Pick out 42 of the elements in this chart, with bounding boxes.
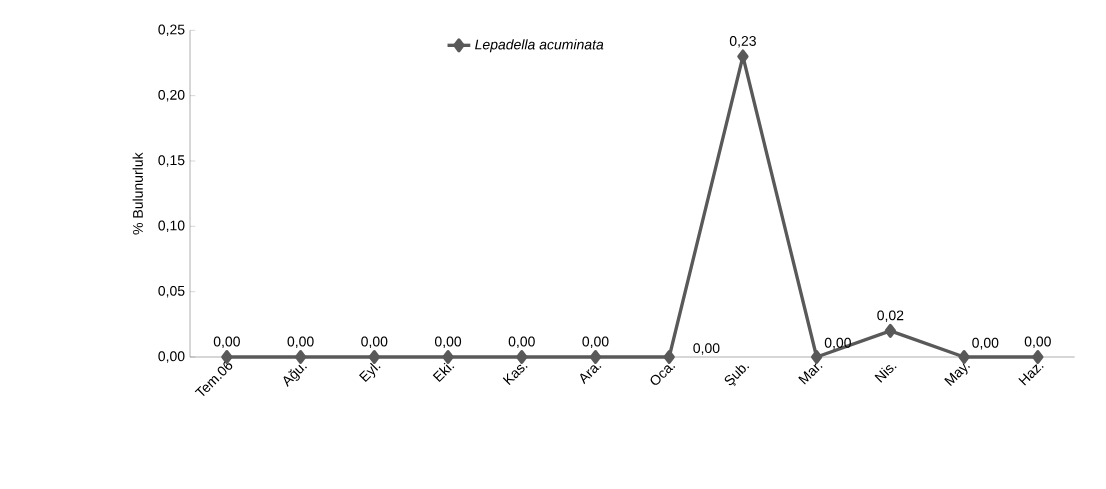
data-label: 0,00 bbox=[1024, 336, 1051, 349]
data-label: 0,00 bbox=[972, 337, 999, 350]
y-tick-label: 0,00 bbox=[158, 351, 185, 363]
data-label: 0,00 bbox=[434, 336, 462, 349]
y-tick-label: 0,15 bbox=[158, 155, 185, 167]
data-label: 0,00 bbox=[824, 337, 851, 350]
data-label: 0,23 bbox=[729, 35, 756, 48]
x-tick-label: Haz. bbox=[1018, 364, 1044, 386]
x-tick-label: Ağu. bbox=[283, 364, 307, 387]
point bbox=[810, 350, 823, 364]
x-tick-label: Şub. bbox=[724, 365, 750, 387]
point bbox=[442, 350, 454, 364]
data-label: 0,00 bbox=[361, 336, 388, 349]
point bbox=[516, 350, 528, 364]
x-tick-label: Mar. bbox=[798, 363, 823, 385]
y-tick-label: 0,05 bbox=[158, 285, 185, 298]
x-tick-label: Eyl. bbox=[359, 362, 381, 383]
y-tick-label: 0,20 bbox=[158, 89, 185, 102]
y-tick-label: 0,10 bbox=[158, 220, 185, 233]
data-label: 0,00 bbox=[213, 336, 240, 349]
y-tick-label: 0,25 bbox=[158, 24, 185, 37]
data-label: 0,00 bbox=[287, 336, 314, 349]
point bbox=[1032, 350, 1044, 364]
point bbox=[589, 350, 602, 364]
x-tick-label: Nis. bbox=[874, 365, 897, 383]
x-tick-label: Eki. bbox=[432, 362, 455, 383]
x-tick-label: Ara. bbox=[580, 365, 602, 385]
data-label: 0,02 bbox=[877, 310, 904, 322]
data-label: 0,00 bbox=[508, 336, 535, 349]
y-axis-title: % Bulunurluk bbox=[132, 152, 143, 235]
point bbox=[368, 350, 380, 364]
x-tick-label: Kas. bbox=[502, 364, 528, 386]
x-tick-label: May. bbox=[944, 362, 970, 386]
point bbox=[884, 323, 897, 338]
x-tick-label: Oca. bbox=[650, 365, 676, 385]
data-label: 0,00 bbox=[693, 343, 720, 355]
point bbox=[663, 350, 675, 364]
point bbox=[737, 49, 749, 64]
legend-label: Lepadella acuminata bbox=[475, 39, 604, 53]
point bbox=[958, 350, 970, 364]
point bbox=[294, 350, 307, 364]
data-label: 0,00 bbox=[582, 336, 609, 349]
